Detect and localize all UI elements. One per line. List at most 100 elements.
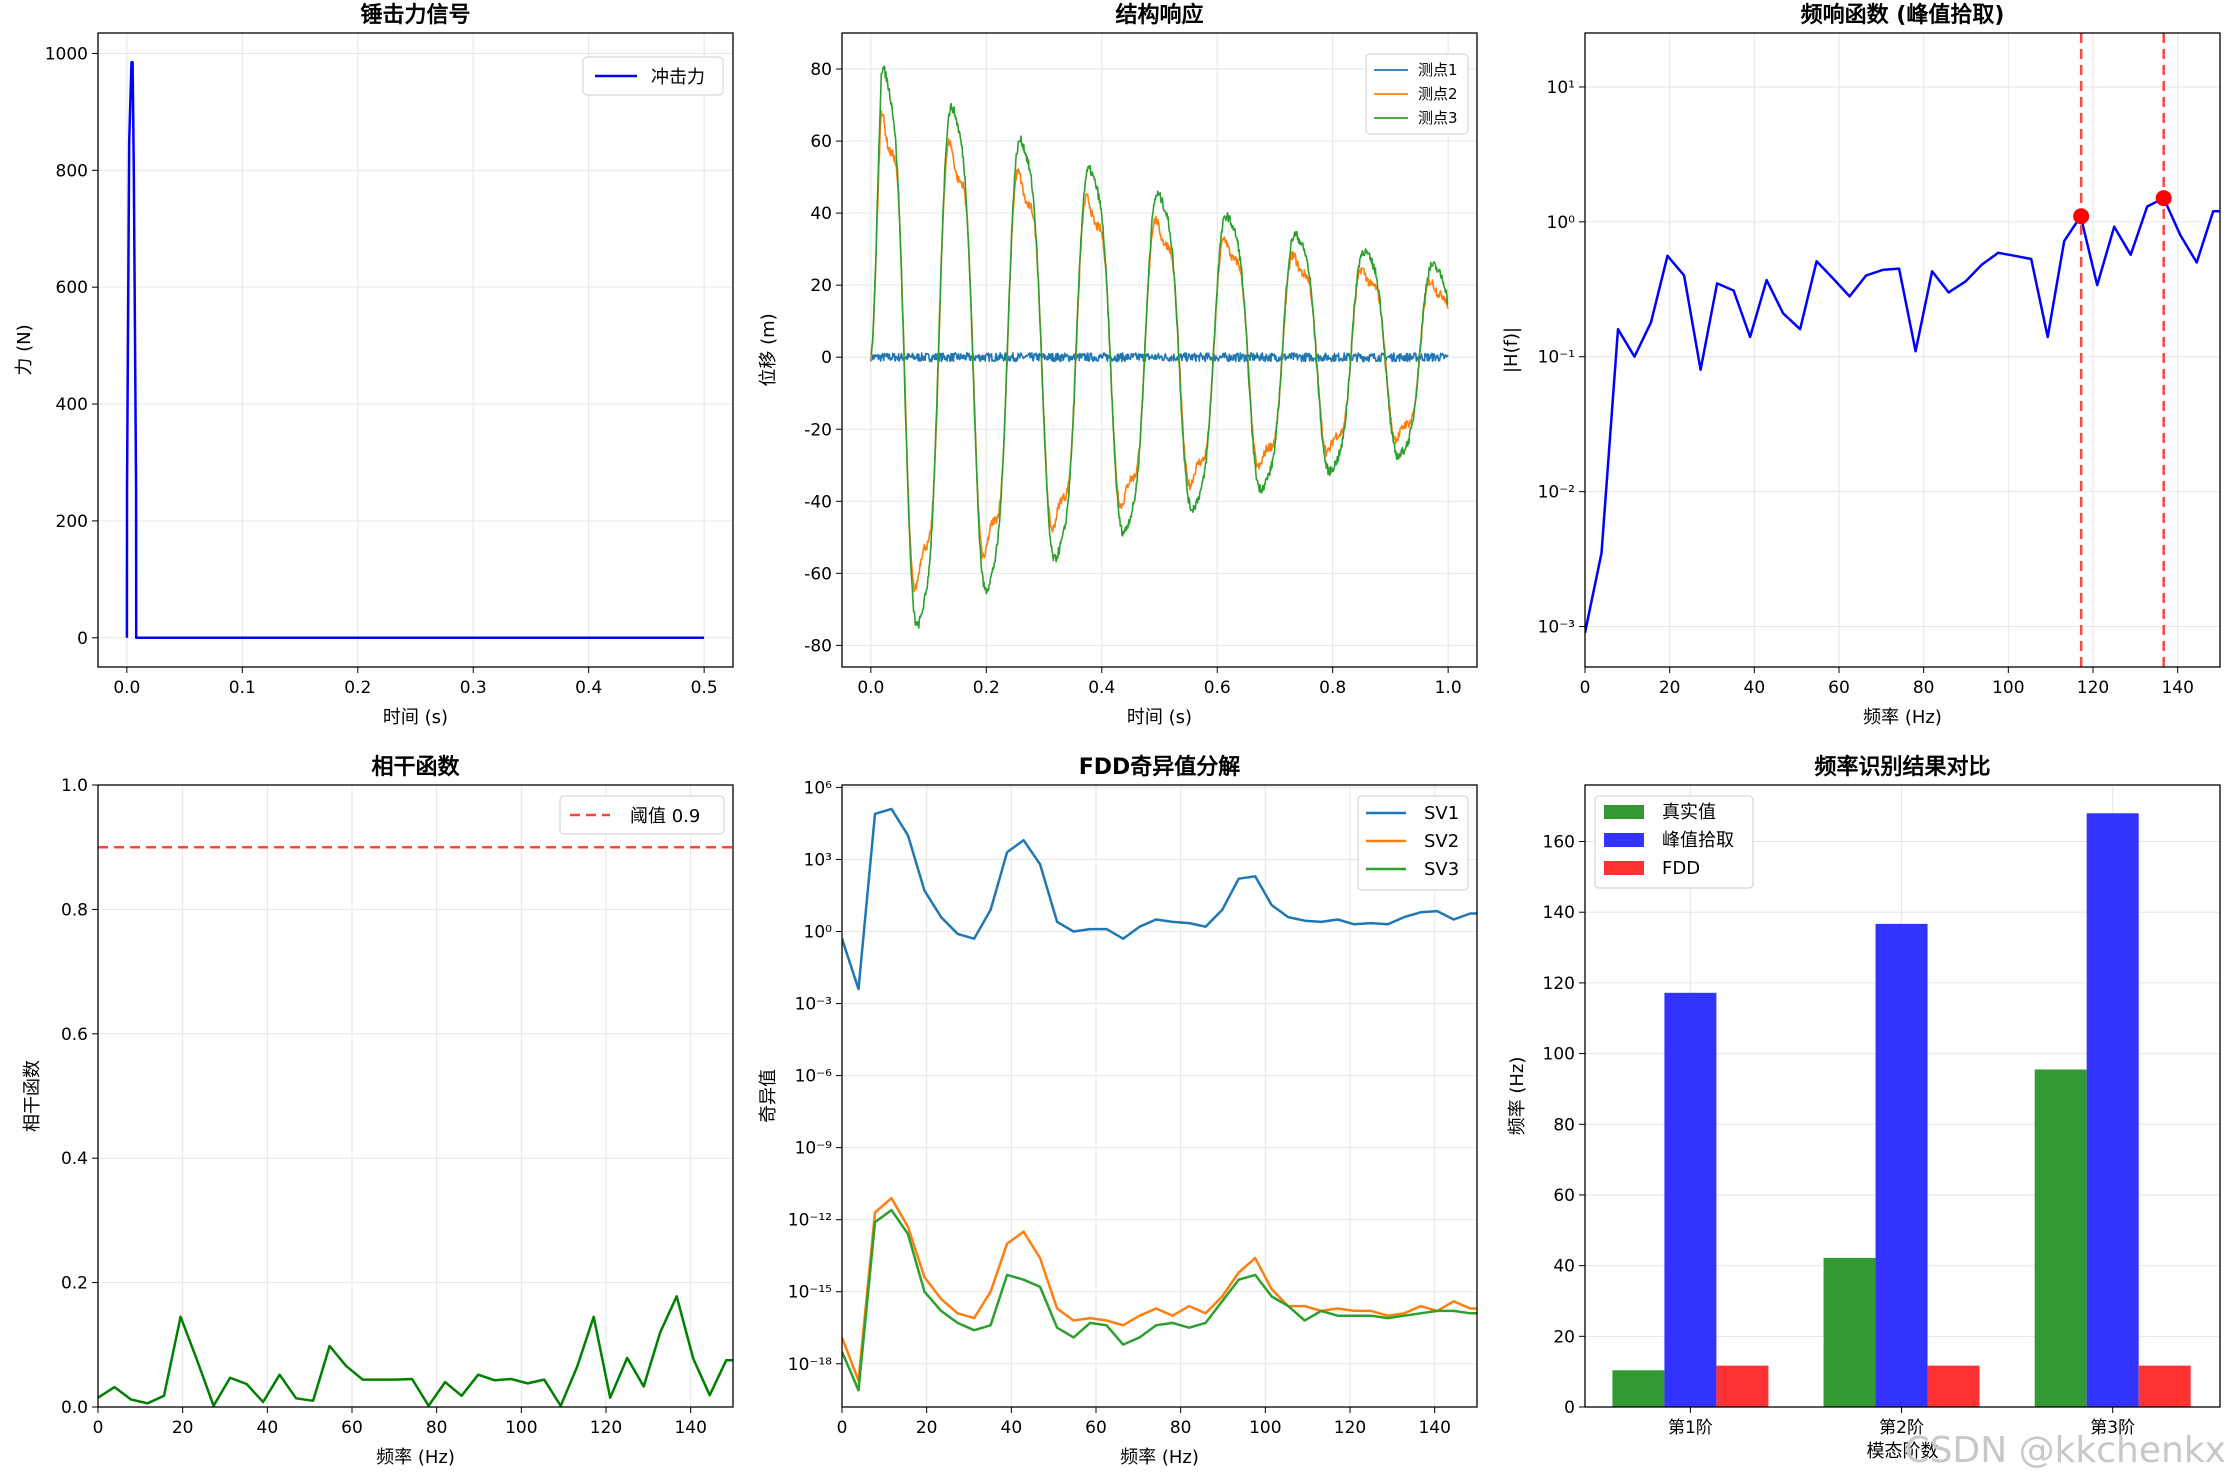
frf-ylabel: |H(f)| [1501, 327, 1522, 373]
hammer-panel: 0.0 0.1 0.2 0.3 0.4 0.5 0 200 400 600 800 1000 锤击力信号… [14, 2, 734, 728]
hammer-xtick-label: 0.1 [229, 678, 256, 698]
response-xtick-label: 1.0 [1435, 678, 1462, 698]
hammer-xtick-label: 0.0 [113, 678, 140, 698]
response-series-1 [870, 352, 1449, 363]
response-ytick-label: 40 [810, 204, 832, 224]
response-ytick-label: 80 [810, 60, 832, 80]
response-xlabel: 时间 (s) [1127, 707, 1192, 728]
response-xtick-label: 0.8 [1319, 678, 1346, 698]
response-ytick-label: 60 [810, 132, 832, 152]
hammer-xtick-label: 0.2 [344, 678, 371, 698]
coherence-xtick-label: 80 [426, 1418, 448, 1438]
fdd-ytick-label: 10⁻⁹ [795, 1139, 833, 1159]
hammer-ytick-label: 200 [56, 512, 88, 532]
fdd-axes-frame [841, 784, 1478, 1408]
frf-axes-frame [1584, 32, 2221, 668]
frf-ytick-label: 10¹ [1547, 78, 1575, 98]
compare-bar-FDD [1927, 1365, 1980, 1407]
fdd-xtick-label: 20 [916, 1418, 938, 1438]
compare-ytick-label: 140 [1543, 903, 1575, 923]
frf-ytick-label: 10⁻³ [1538, 618, 1575, 638]
compare-bar-真实值 [1823, 1257, 1876, 1407]
frf-xtick-label: 80 [1913, 678, 1935, 698]
response-legend-label: 测点2 [1418, 85, 1458, 103]
frf-xtick-label: 0 [1580, 678, 1591, 698]
frf-xtick-label: 140 [2161, 678, 2193, 698]
fdd-xtick-label: 100 [1249, 1418, 1281, 1438]
coherence-ytick-label: 1.0 [61, 776, 88, 796]
fdd-panel: 0 20 40 60 80 100 120 140 10⁶ 10³ 10⁰ 10⁻³ 10⁻⁶ 10⁻⁹ 1… [758, 754, 1478, 1468]
compare-bar-真实值 [2034, 1069, 2087, 1407]
response-legend-box [1365, 53, 1469, 135]
coherence-xtick-label: 40 [257, 1418, 279, 1438]
compare-ytick-label: 60 [1553, 1186, 1575, 1206]
response-ytick-label: -20 [804, 420, 832, 440]
fdd-legend-label: SV1 [1424, 803, 1459, 824]
compare-ytick-label: 20 [1553, 1327, 1575, 1347]
frf-peak-marker [2073, 208, 2090, 225]
fdd-ytick-label: 10⁻¹² [788, 1211, 832, 1231]
fdd-ytick-label: 10⁰ [804, 922, 833, 942]
response-legend-label: 测点3 [1418, 109, 1458, 127]
compare-bar-峰值拾取 [1664, 992, 1717, 1407]
compare-xtick-label: 第2阶 [1879, 1418, 1924, 1438]
response-ytick-label: -80 [804, 636, 832, 656]
response-title: 结构响应 [1115, 2, 1203, 28]
hammer-xtick-label: 0.3 [460, 678, 487, 698]
coherence-xtick-label: 140 [674, 1418, 706, 1438]
fdd-legend-label: SV3 [1424, 859, 1459, 880]
frf-xtick-label: 20 [1659, 678, 1681, 698]
response-ytick-label: 0 [821, 348, 832, 368]
hammer-axes-frame [97, 32, 734, 668]
response-series-3 [870, 65, 1449, 629]
response-xtick-label: 0.6 [1204, 678, 1231, 698]
coherence-xtick-label: 20 [172, 1418, 194, 1438]
compare-legend-label: 峰值拾取 [1662, 830, 1734, 851]
compare-ytick-label: 160 [1543, 833, 1575, 853]
fdd-series-1 [842, 807, 1477, 991]
coherence-ylabel: 相干函数 [22, 1060, 43, 1132]
coherence-ytick-label: 0.8 [61, 900, 88, 920]
frf-xtick-label: 60 [1828, 678, 1850, 698]
frf-series-line [1585, 196, 2220, 633]
fdd-legend-label: SV2 [1424, 831, 1459, 852]
compare-bar-FDD [1716, 1365, 1769, 1407]
compare-ylabel: 频率 (Hz) [1507, 1057, 1528, 1136]
hammer-ytick-label: 0 [77, 629, 88, 649]
compare-bar-真实值 [1612, 1370, 1665, 1407]
coherence-xtick-label: 60 [341, 1418, 363, 1438]
compare-bar-峰值拾取 [1875, 923, 1928, 1407]
coherence-xtick-label: 100 [505, 1418, 537, 1438]
frf-xtick-label: 100 [1992, 678, 2024, 698]
frf-ytick-label: 10⁻² [1538, 483, 1575, 503]
coherence-legend-label: 阈值 0.9 [630, 806, 700, 827]
fdd-xtick-label: 60 [1085, 1418, 1107, 1438]
coherence-xtick-label: 0 [93, 1418, 104, 1438]
response-panel: 0.0 0.2 0.4 0.6 0.8 1.0 -80 -60 -40 -20 0 20 40 60 80 结… [758, 2, 1478, 728]
fdd-xtick-label: 40 [1001, 1418, 1023, 1438]
coherence-panel: 0 20 40 60 80 100 120 140 0.0 0.2 0.4 0.6 0.8 1.0 相干函数… [22, 754, 734, 1468]
compare-bar-FDD [2138, 1365, 2191, 1407]
coherence-title: 相干函数 [371, 754, 460, 780]
hammer-ytick-label: 1000 [45, 44, 88, 64]
compare-legend-swatch [1604, 861, 1644, 875]
hammer-xlabel: 时间 (s) [383, 707, 448, 728]
compare-panel: 0 20 40 60 80 100 120 140 160 第1阶 第2阶 第3阶 频率识别结果对比模态… [1507, 754, 2221, 1462]
frf-title: 频响函数 (峰值拾取) [1801, 2, 2005, 28]
fdd-xlabel: 频率 (Hz) [1120, 1447, 1199, 1468]
compare-legend-label: 真实值 [1662, 802, 1716, 823]
frf-xtick-label: 120 [2077, 678, 2109, 698]
hammer-series-line [125, 60, 705, 640]
hammer-ytick-label: 400 [56, 395, 88, 415]
coherence-axes-frame [97, 784, 734, 1408]
fdd-ytick-label: 10³ [804, 850, 832, 870]
response-ytick-label: -60 [804, 564, 832, 584]
fdd-xtick-label: 80 [1170, 1418, 1192, 1438]
compare-legend-swatch [1604, 833, 1644, 847]
frf-peak-marker [2155, 190, 2172, 207]
compare-bar-峰值拾取 [2086, 813, 2139, 1407]
fdd-ytick-label: 10⁻¹⁵ [788, 1283, 832, 1303]
compare-xtick-label: 第1阶 [1668, 1418, 1713, 1438]
response-xtick-label: 0.2 [973, 678, 1000, 698]
compare-axes-frame [1584, 784, 2221, 1408]
